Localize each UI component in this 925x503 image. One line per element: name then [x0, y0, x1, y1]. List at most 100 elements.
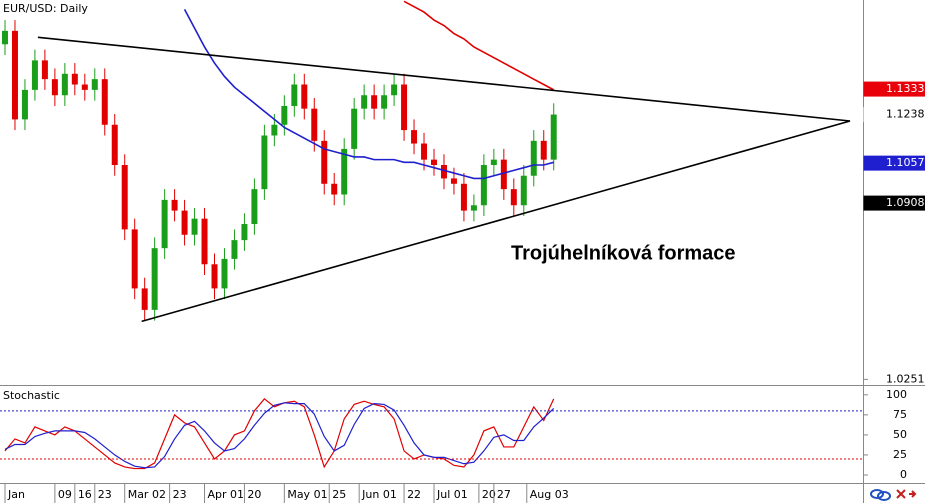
candle-body	[470, 205, 477, 211]
candle-body	[301, 84, 308, 109]
candle-body	[281, 105, 288, 125]
candle-body	[500, 159, 507, 190]
candle-body	[261, 135, 268, 190]
x-tick-label: Jul 01	[436, 488, 468, 501]
candle-body	[311, 108, 318, 141]
candle-body	[510, 189, 517, 206]
trendline	[37, 36, 851, 122]
y-tick-label: 75	[893, 408, 907, 421]
candle-body	[361, 95, 368, 109]
price-label: 1.0908	[886, 196, 925, 209]
moving-average	[183, 9, 554, 180]
candle-body	[61, 73, 68, 96]
candle-body	[450, 178, 457, 184]
candle-body	[181, 210, 188, 235]
candle-body	[101, 79, 108, 125]
candle-body	[71, 73, 78, 85]
x-tick-label: 20	[247, 488, 261, 501]
candle-body	[371, 95, 378, 109]
candle-body	[331, 183, 338, 195]
price-label-box	[863, 195, 925, 211]
candle-body	[421, 143, 428, 160]
price-label: 1.1057	[886, 156, 925, 169]
candle-body	[51, 79, 58, 96]
candle-body	[351, 108, 358, 149]
stochastic-plot	[4, 397, 555, 470]
price-plot	[1, 0, 851, 323]
candle-body	[540, 140, 547, 160]
x-tick-label: Mar 02	[128, 488, 166, 501]
candle-body	[321, 140, 328, 184]
x-tick-label: May 01	[287, 488, 327, 501]
x-tick-label: 09	[58, 488, 72, 501]
candle-body	[211, 264, 218, 289]
candle-body	[241, 224, 248, 241]
x-tick-label: Jan	[7, 488, 25, 501]
candle-body	[231, 240, 238, 259]
x-tick-label: Aug 03	[530, 488, 569, 501]
candle-body	[431, 159, 437, 165]
candle-body	[151, 248, 158, 310]
candle-body	[81, 84, 88, 90]
price-label: 1.1333	[886, 82, 925, 95]
candle-body	[171, 199, 178, 211]
candle-body	[291, 84, 298, 106]
candle-body	[221, 258, 228, 289]
candle-body	[440, 165, 447, 179]
y-tick-label: 100	[886, 388, 907, 401]
candle-body	[41, 60, 48, 80]
candle-body	[460, 183, 467, 211]
candle-body	[111, 124, 118, 165]
y-tick-label: 1.0251	[886, 372, 925, 385]
x-tick-label: 23	[98, 488, 112, 501]
candle-body	[201, 218, 208, 265]
toolbar-icons	[870, 489, 917, 501]
candle-body	[251, 189, 258, 225]
price-label: 1.1238	[886, 108, 925, 121]
candle-body	[341, 148, 348, 195]
y-tick-label: 50	[893, 428, 907, 441]
price-label-box	[863, 107, 925, 123]
x-tick-label: Apr 01	[208, 488, 245, 501]
x-tick-label: 20	[482, 488, 496, 501]
candle-body	[530, 140, 537, 176]
candle-body	[520, 175, 527, 206]
x-tick-label: Jun 01	[361, 488, 397, 501]
x-tick-label: 22	[407, 488, 421, 501]
moving-average	[403, 0, 555, 91]
stochastic-line	[4, 402, 555, 469]
candle-body	[91, 79, 98, 90]
candle-body	[1, 30, 8, 45]
panel-title: Stochastic	[3, 389, 60, 402]
x-tick-label: 23	[173, 488, 187, 501]
x-tick-label: 25	[332, 488, 346, 501]
candle-body	[31, 60, 38, 90]
candle-body	[381, 95, 388, 109]
candle-body	[11, 30, 18, 120]
y-tick-label: 0	[900, 468, 907, 481]
candle-body	[161, 199, 168, 249]
x-tick-label: 16	[78, 488, 92, 501]
price-label-box	[863, 81, 925, 97]
candle-body	[411, 130, 418, 144]
candle-body	[391, 84, 398, 96]
price-label-box	[863, 155, 925, 171]
candle-body	[401, 84, 408, 131]
candle-body	[191, 218, 198, 235]
annotation: Trojúhelníková formace	[511, 242, 736, 264]
candle-body	[271, 124, 278, 136]
x-tick-label: 27	[497, 488, 511, 501]
trendline	[141, 120, 851, 323]
candle-body	[480, 165, 487, 206]
candle-body	[550, 114, 557, 160]
chart-title: EUR/USD: Daily	[3, 2, 88, 15]
candle-body	[121, 165, 128, 230]
y-tick-label: 25	[893, 448, 907, 461]
stochastic-line	[4, 397, 555, 470]
candle-body	[131, 229, 138, 289]
candle-body	[21, 89, 28, 120]
candle-body	[141, 288, 148, 310]
candle-body	[490, 159, 497, 165]
